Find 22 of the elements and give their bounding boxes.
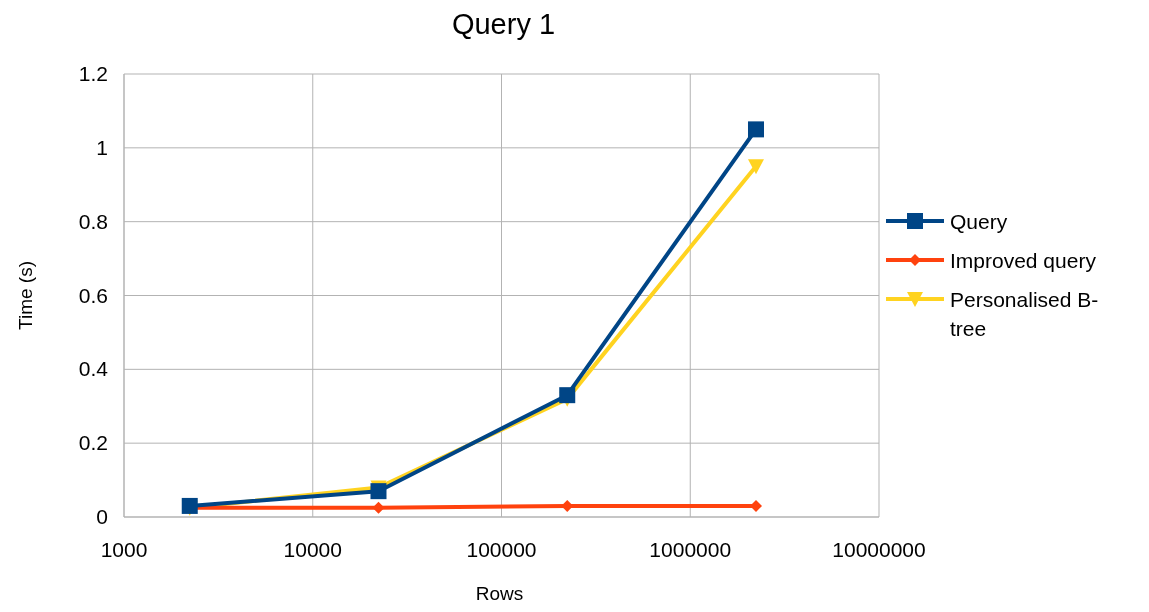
x-tick-label: 100000 <box>466 538 537 561</box>
x-tick-label: 1000000 <box>649 538 732 561</box>
x-axis-title: Rows <box>475 583 524 604</box>
y-tick-label: 1 <box>96 135 108 159</box>
legend-label: Improved query <box>950 249 1097 272</box>
x-tick-label: 10000 <box>283 538 342 561</box>
x-tick-label: 1000 <box>100 538 148 561</box>
legend-label: Personalised B-tree <box>950 288 1099 340</box>
y-axis-title: Time (s) <box>15 261 36 330</box>
y-tick-label: 0.8 <box>78 209 108 233</box>
y-tick-label: 0.6 <box>78 283 108 307</box>
point <box>747 121 764 138</box>
y-tick-label: 1.2 <box>78 62 108 85</box>
point <box>559 387 576 404</box>
legend-label: Query <box>950 210 1008 233</box>
point <box>370 483 387 500</box>
x-tick-label: 10000000 <box>832 538 926 561</box>
chart-title: Query 1 <box>451 8 556 40</box>
y-tick-label: 0.2 <box>78 431 108 455</box>
y-tick-label: 0 <box>96 505 108 528</box>
y-tick-label: 0.4 <box>78 357 109 381</box>
point <box>747 159 764 175</box>
